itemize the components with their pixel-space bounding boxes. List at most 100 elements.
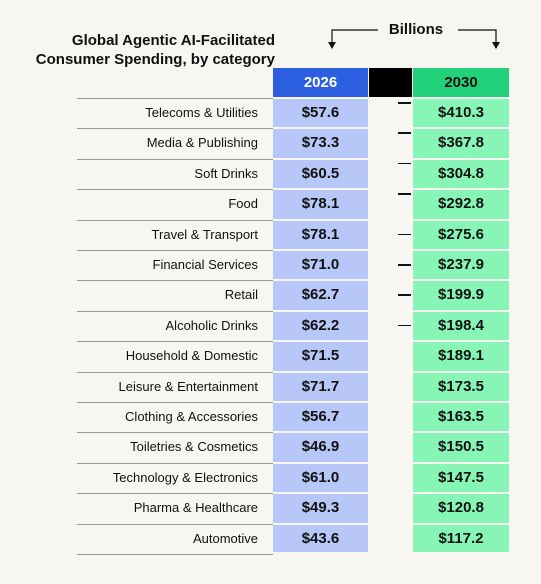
row-divider (77, 523, 273, 525)
cell-divider (273, 249, 368, 251)
category-label: Travel & Transport (151, 226, 258, 242)
dash (398, 233, 411, 236)
value-2026: $43.6 (301, 529, 340, 547)
cell-divider (273, 218, 368, 221)
category-label: Food (228, 196, 258, 212)
unit-bracket (328, 29, 500, 49)
cell-divider (273, 461, 368, 464)
cell-divider (413, 401, 509, 403)
category-label: Financial Services (152, 257, 259, 272)
row-divider (77, 158, 273, 160)
cell-divider (273, 492, 368, 495)
value-2026: $56.7 (301, 408, 340, 425)
value-2030: $367.8 (438, 134, 484, 152)
category-label: Household & Domestic (125, 348, 258, 364)
row-divider (77, 341, 273, 343)
row-divider (77, 128, 273, 130)
category-label: Clothing & Accessories (125, 409, 258, 424)
value-2026: $78.1 (301, 195, 340, 213)
category-label: Pharma & Healthcare (133, 500, 258, 516)
dash (398, 162, 411, 165)
value-2030: $117.2 (438, 529, 484, 547)
value-2030: $410.3 (438, 104, 484, 121)
cell-divider (413, 492, 509, 495)
value-2030: $173.5 (438, 377, 484, 395)
value-2030: $304.8 (438, 164, 484, 182)
row-divider (77, 554, 273, 555)
cell-divider (273, 157, 368, 160)
dash (398, 193, 411, 195)
value-2026: $71.7 (301, 377, 340, 395)
value-2030: $198.4 (438, 316, 484, 334)
row-divider (77, 462, 273, 464)
value-2026: $49.3 (301, 499, 340, 517)
cell-divider (413, 309, 509, 312)
value-2026: $61.0 (301, 468, 340, 486)
value-2026: $62.7 (301, 286, 340, 304)
cell-divider (413, 370, 509, 373)
column-fill (413, 98, 509, 552)
value-2030: $120.8 (438, 499, 484, 517)
row-divider (77, 189, 273, 191)
category-label: Alcoholic Drinks (165, 317, 258, 333)
category-label: Retail (224, 287, 258, 303)
row-divider (77, 371, 273, 373)
value-2030: $163.5 (438, 408, 484, 425)
value-2026: $73.3 (301, 134, 340, 152)
cell-divider (413, 188, 509, 191)
cell-divider (413, 279, 509, 282)
category-label: Technology & Electronics (112, 469, 258, 485)
cell-divider (273, 340, 368, 343)
category-label: Telecoms & Utilities (145, 105, 258, 120)
cell-divider (413, 97, 509, 99)
dash (398, 102, 411, 104)
column-header: 2030 (413, 68, 509, 97)
cell-divider (413, 218, 509, 221)
category-label: Automotive (192, 530, 258, 546)
category-label: Toiletries & Cosmetics (130, 439, 258, 455)
cell-divider (273, 401, 368, 403)
value-2030: $237.9 (438, 256, 484, 273)
title-line: Consumer Spending, by category (35, 51, 275, 68)
value-2026: $78.1 (301, 225, 340, 243)
value-2026: $46.9 (301, 438, 340, 456)
cell-divider (273, 97, 368, 99)
cell-divider (413, 522, 509, 525)
column-header: 2026 (273, 68, 368, 97)
row-divider (77, 219, 273, 221)
value-2030: $292.8 (438, 195, 484, 213)
value-2026: $71.0 (301, 256, 340, 273)
cell-divider (273, 431, 368, 434)
cell-divider (273, 370, 368, 373)
cell-divider (273, 279, 368, 282)
value-2026: $57.6 (301, 104, 340, 121)
title-line: Global Agentic AI-Facilitated (71, 32, 275, 49)
row-divider (77, 432, 273, 434)
value-2030: $147.5 (438, 468, 484, 486)
cell-divider (273, 127, 368, 130)
spacer-box (369, 68, 412, 97)
dash (398, 132, 411, 134)
value-2026: $71.5 (301, 347, 340, 365)
category-label: Soft Drinks (194, 165, 258, 181)
row-divider (77, 250, 273, 251)
cell-divider (273, 309, 368, 312)
row-divider (77, 280, 273, 282)
dash (398, 294, 411, 296)
category-label: Leisure & Entertainment (118, 378, 258, 394)
value-2030: $275.6 (438, 225, 484, 243)
value-2030: $150.5 (438, 438, 484, 456)
column-fill (273, 98, 368, 552)
row-divider (77, 493, 273, 495)
cell-divider (413, 157, 509, 160)
row-divider (77, 98, 273, 99)
cell-divider (273, 522, 368, 525)
value-2030: $189.1 (438, 347, 484, 365)
cell-divider (413, 127, 509, 130)
cell-divider (413, 249, 509, 251)
value-2026: $60.5 (301, 164, 340, 182)
row-divider (77, 310, 273, 312)
cell-divider (413, 461, 509, 464)
dash (398, 324, 411, 327)
